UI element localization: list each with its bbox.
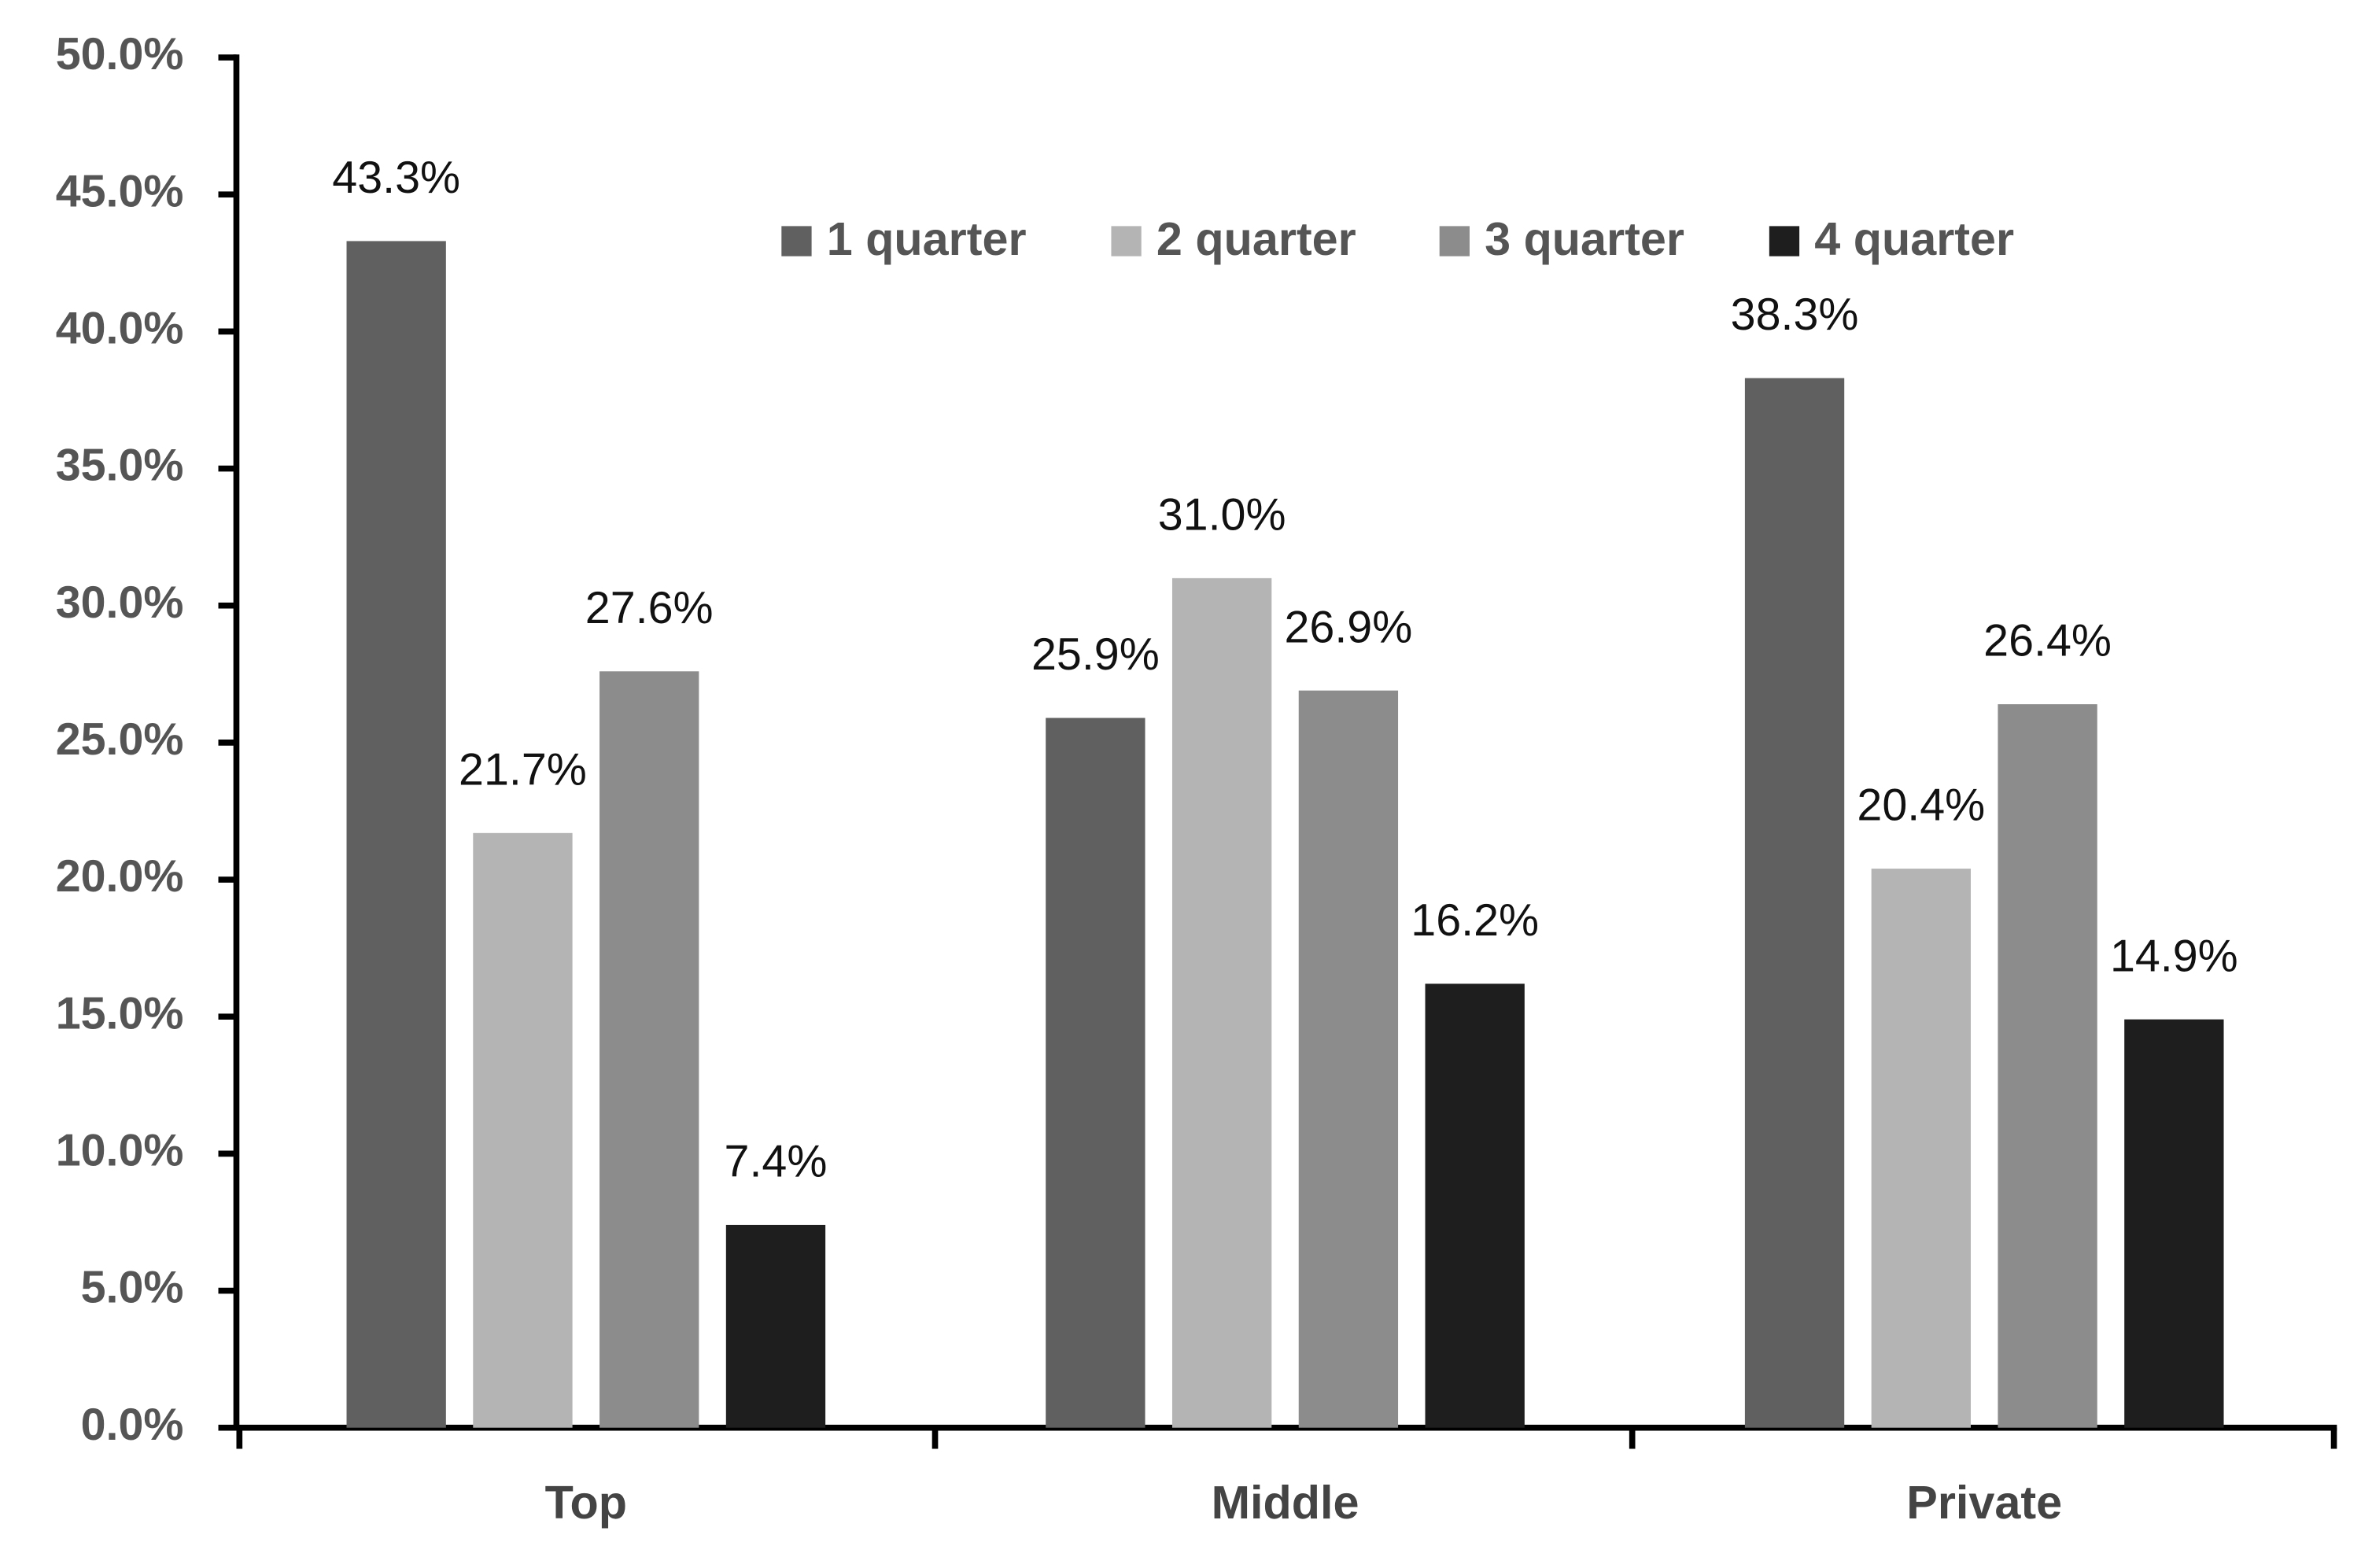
bar (473, 832, 573, 1428)
bar (346, 241, 446, 1428)
x-tick-label: Top (545, 1476, 627, 1529)
data-label: 26.4% (1983, 616, 2112, 666)
legend-label: 3 quarter (1485, 212, 1684, 265)
data-label: 21.7% (459, 744, 587, 795)
bar (725, 1224, 826, 1428)
legend-label: 1 quarter (827, 212, 1027, 265)
data-label: 31.0% (1158, 489, 1286, 540)
y-tick-label: 15.0% (56, 988, 184, 1039)
data-label: 27.6% (585, 583, 714, 633)
y-tick-label: 20.0% (56, 851, 184, 902)
bar (1298, 690, 1399, 1428)
bar (1425, 983, 1525, 1428)
bar (1744, 378, 1845, 1428)
data-label: 20.4% (1857, 780, 1985, 831)
x-tick-label: Middle (1212, 1476, 1359, 1529)
data-label: 43.3% (332, 153, 460, 203)
y-tick-label: 30.0% (56, 577, 184, 628)
legend-swatch (1111, 226, 1142, 256)
bar (1998, 704, 2097, 1428)
y-tick-label: 5.0% (81, 1263, 184, 1313)
bar (599, 671, 699, 1428)
y-tick-label: 10.0% (56, 1126, 184, 1176)
y-tick-label: 0.0% (81, 1400, 184, 1450)
bar (1046, 718, 1145, 1428)
data-label: 16.2% (1411, 895, 1539, 946)
legend-swatch (1769, 226, 1800, 256)
legend-swatch (781, 226, 812, 256)
legend-label: 4 quarter (1814, 212, 2014, 265)
bar (1871, 869, 1971, 1428)
y-tick-label: 35.0% (56, 441, 184, 491)
bar (1171, 577, 1272, 1428)
y-tick-label: 40.0% (56, 304, 184, 354)
data-label: 25.9% (1031, 629, 1160, 680)
y-tick-label: 45.0% (56, 166, 184, 216)
data-label: 38.3% (1731, 290, 1859, 340)
data-label: 26.9% (1285, 602, 1413, 652)
legend-label: 2 quarter (1157, 212, 1356, 265)
y-tick-label: 25.0% (56, 714, 184, 765)
legend-swatch (1439, 226, 1470, 256)
data-label: 14.9% (2110, 931, 2238, 981)
y-tick-label: 50.0% (56, 29, 184, 79)
x-tick-label: Private (1906, 1476, 2062, 1529)
bar (2124, 1019, 2224, 1428)
data-label: 7.4% (725, 1137, 828, 1187)
